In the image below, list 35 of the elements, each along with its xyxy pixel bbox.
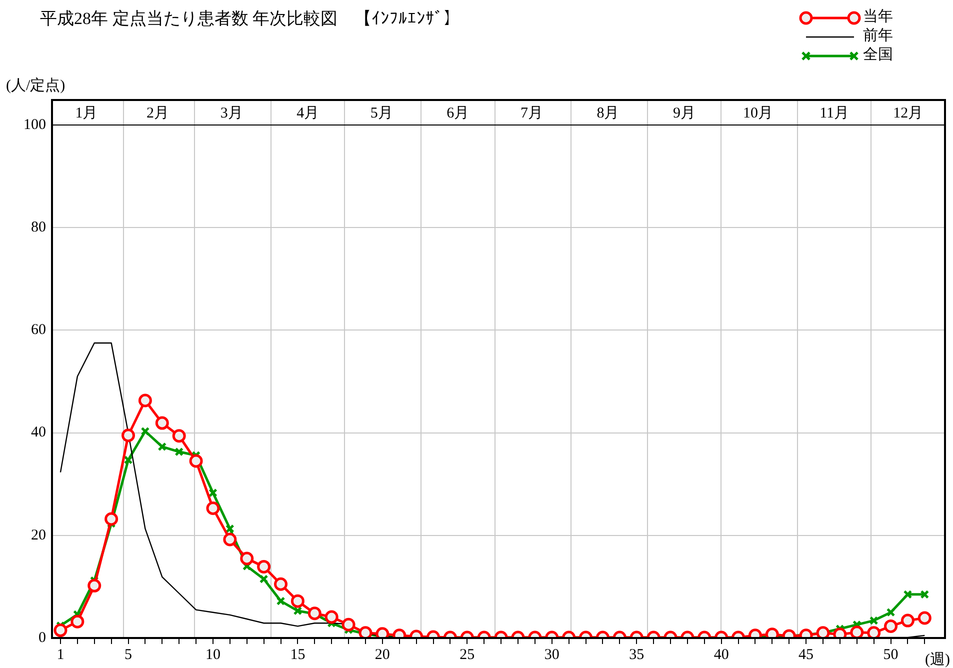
legend-label: 全国	[863, 46, 893, 65]
x2-tick-label: 7月	[520, 105, 543, 122]
x-tick-label: 10	[205, 646, 220, 663]
x2-tick-label: 5月	[370, 105, 393, 122]
x-axis-title: (週)	[925, 652, 950, 668]
chart-title: 平成28年 定点当たり患者数 年次比較図 【ｲﾝﾌﾙｴﾝｻﾞ】	[40, 9, 460, 28]
y-tick-label: 40	[31, 424, 46, 441]
x-tick-label: 5	[124, 646, 132, 663]
x2-tick-label: 11月	[820, 105, 850, 122]
x2-tick-label: 2月	[146, 105, 170, 122]
x-tick-label: 30	[544, 646, 560, 663]
legend-label: 前年	[863, 27, 893, 46]
y-tick-label: 0	[38, 630, 46, 646]
x2-tick-label: 6月	[446, 105, 470, 122]
y-tick-label: 80	[31, 220, 46, 236]
x2-tick-label: 8月	[596, 105, 620, 122]
x-tick-label: 40	[714, 646, 729, 663]
x2-tick-label: 9月	[672, 105, 696, 122]
x2-tick-label: 1月	[75, 105, 98, 122]
x-tick-label: 15	[290, 646, 306, 663]
x-tick-label: 45	[798, 646, 814, 663]
x2-tick-label: 4月	[296, 105, 320, 122]
y-tick-label: 60	[31, 322, 46, 338]
x2-tick-label: 10月	[743, 105, 774, 122]
legend-label: 当年	[863, 8, 893, 27]
y-tick-label: 100	[24, 116, 46, 133]
x-tick-label: 25	[460, 646, 475, 663]
x2-tick-label: 3月	[220, 105, 243, 122]
x-tick-label: 35	[629, 646, 644, 663]
x-tick-label: 20	[374, 646, 390, 663]
x2-tick-label: 12月	[893, 105, 924, 122]
y-tick-label: 20	[31, 527, 46, 544]
x-tick-label: 50	[883, 646, 898, 663]
x-tick-label: 1	[56, 646, 64, 663]
y-axis-title: (人/定点)	[6, 77, 66, 94]
